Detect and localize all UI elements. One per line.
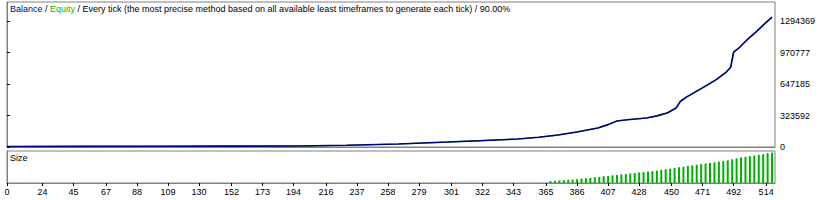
svg-text:/: / — [43, 4, 51, 14]
svg-text:322: 322 — [475, 187, 490, 197]
svg-text:130: 130 — [191, 187, 206, 197]
svg-text:237: 237 — [350, 187, 365, 197]
svg-text:Equity: Equity — [50, 4, 76, 14]
svg-text:471: 471 — [695, 187, 710, 197]
svg-text:279: 279 — [412, 187, 427, 197]
svg-text:216: 216 — [318, 187, 333, 197]
svg-text:450: 450 — [664, 187, 679, 197]
svg-text:/ Every tick (the most precise: / Every tick (the most precise method ba… — [75, 4, 510, 14]
svg-text:647185: 647185 — [780, 79, 810, 89]
svg-text:Balance: Balance — [10, 4, 43, 14]
svg-text:194: 194 — [286, 187, 301, 197]
svg-text:1294369: 1294369 — [780, 16, 815, 26]
svg-text:24: 24 — [37, 187, 47, 197]
svg-text:301: 301 — [444, 187, 459, 197]
svg-text:88: 88 — [132, 187, 142, 197]
svg-text:258: 258 — [381, 187, 396, 197]
svg-text:428: 428 — [632, 187, 647, 197]
svg-text:514: 514 — [759, 187, 774, 197]
svg-text:970777: 970777 — [780, 48, 810, 58]
svg-text:152: 152 — [224, 187, 239, 197]
svg-text:Size: Size — [10, 153, 28, 163]
svg-text:0: 0 — [780, 142, 785, 152]
svg-text:109: 109 — [160, 187, 175, 197]
svg-text:386: 386 — [570, 187, 585, 197]
svg-text:45: 45 — [68, 187, 78, 197]
svg-text:365: 365 — [539, 187, 554, 197]
svg-text:492: 492 — [726, 187, 741, 197]
svg-text:343: 343 — [506, 187, 521, 197]
svg-text:323592: 323592 — [780, 111, 810, 121]
svg-text:407: 407 — [601, 187, 616, 197]
svg-text:0: 0 — [4, 187, 9, 197]
svg-text:173: 173 — [255, 187, 270, 197]
svg-text:67: 67 — [101, 187, 111, 197]
